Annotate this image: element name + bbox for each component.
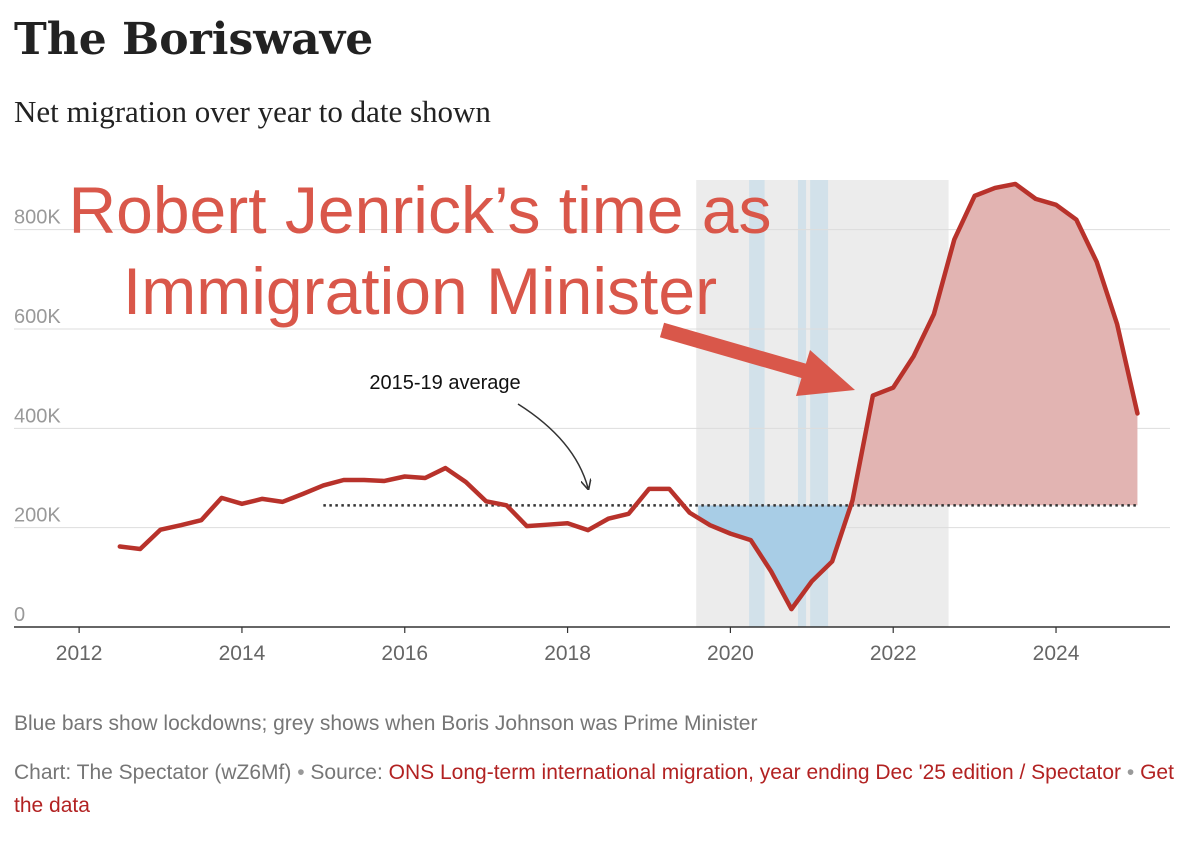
data-point bbox=[606, 517, 610, 521]
data-point bbox=[403, 475, 407, 479]
data-point bbox=[627, 512, 631, 516]
data-point bbox=[382, 479, 386, 483]
data-point bbox=[871, 394, 875, 398]
data-point bbox=[321, 483, 325, 487]
data-point bbox=[891, 386, 895, 390]
data-point bbox=[464, 480, 468, 484]
data-point bbox=[688, 511, 692, 515]
callout-line-2: Immigration Minister bbox=[123, 254, 717, 328]
y-tick-label: 0 bbox=[14, 604, 25, 626]
data-point bbox=[952, 238, 956, 242]
data-point bbox=[851, 498, 855, 502]
data-point bbox=[769, 569, 773, 573]
chart-subtitle: Net migration over year to date shown bbox=[14, 94, 491, 129]
average-label: 2015-19 average bbox=[369, 372, 520, 394]
data-point bbox=[240, 502, 244, 506]
data-point bbox=[932, 312, 936, 316]
separator: • bbox=[1126, 761, 1135, 784]
data-point bbox=[789, 607, 793, 611]
data-point bbox=[566, 521, 570, 525]
x-tick-label: 2024 bbox=[1033, 642, 1080, 665]
data-point bbox=[159, 528, 163, 532]
y-tick-label: 800K bbox=[14, 207, 61, 229]
x-tick-label: 2018 bbox=[544, 642, 591, 665]
data-point bbox=[1054, 203, 1058, 207]
data-point bbox=[220, 496, 224, 500]
data-point bbox=[525, 524, 529, 528]
y-tick-label: 200K bbox=[14, 505, 61, 527]
y-tick-label: 600K bbox=[14, 306, 61, 328]
data-point bbox=[586, 528, 590, 532]
data-point bbox=[484, 499, 488, 503]
data-point bbox=[647, 487, 651, 491]
source-prefix: Source: bbox=[310, 761, 383, 784]
data-point bbox=[362, 478, 366, 482]
x-tick-label: 2012 bbox=[56, 642, 103, 665]
data-point bbox=[1115, 322, 1119, 326]
y-axis-ticks: 0 200K 400K 600K 800K bbox=[14, 207, 61, 626]
data-point bbox=[1074, 218, 1078, 222]
data-point bbox=[118, 545, 122, 549]
lockdown-bar bbox=[797, 180, 807, 627]
chart-title: The Boriswave bbox=[14, 14, 374, 65]
data-point bbox=[1095, 260, 1099, 264]
data-point bbox=[912, 354, 916, 358]
data-point bbox=[138, 547, 142, 551]
footer-note: Blue bars show lockdowns; grey shows whe… bbox=[14, 712, 758, 735]
y-tick-label: 400K bbox=[14, 405, 61, 427]
average-pointer-arrow bbox=[517, 403, 588, 488]
x-tick-label: 2016 bbox=[381, 642, 428, 665]
area-above-average bbox=[850, 183, 1138, 506]
data-point bbox=[1034, 197, 1038, 201]
data-point bbox=[281, 500, 285, 504]
data-point bbox=[443, 466, 447, 470]
data-point bbox=[179, 523, 183, 527]
data-point bbox=[728, 532, 732, 536]
footer-credit: Chart: The Spectator (wZ6Mf) • Source: O… bbox=[14, 756, 1174, 822]
chart-credit: Chart: The Spectator (wZ6Mf) bbox=[14, 761, 292, 784]
get-the-data-link[interactable]: Get the data bbox=[14, 761, 1174, 817]
callout-line-1: Robert Jenrick’s time as bbox=[68, 173, 771, 247]
data-point bbox=[199, 518, 203, 522]
data-point bbox=[1013, 182, 1017, 186]
data-point bbox=[1135, 411, 1139, 415]
x-tick-label: 2020 bbox=[707, 642, 754, 665]
data-point bbox=[830, 559, 834, 563]
data-point bbox=[545, 523, 549, 527]
data-point bbox=[667, 487, 671, 491]
x-tick-label: 2014 bbox=[219, 642, 266, 665]
data-point bbox=[505, 503, 509, 507]
x-tick-label: 2022 bbox=[870, 642, 917, 665]
x-axis-ticks: 2012 2014 2016 2018 2020 2022 2024 bbox=[14, 626, 1170, 665]
data-point bbox=[749, 538, 753, 542]
area-fills bbox=[698, 183, 1138, 610]
data-point bbox=[423, 476, 427, 480]
data-point bbox=[708, 523, 712, 527]
data-point bbox=[993, 186, 997, 190]
separator: • bbox=[297, 761, 305, 784]
data-point bbox=[260, 497, 264, 501]
data-point bbox=[301, 492, 305, 496]
data-point bbox=[973, 194, 977, 198]
callout-arrow bbox=[659, 322, 855, 396]
series-line-group bbox=[117, 181, 1140, 612]
data-point bbox=[342, 478, 346, 482]
data-point bbox=[810, 579, 814, 583]
source-link[interactable]: ONS Long-term international migration, y… bbox=[388, 761, 1122, 784]
